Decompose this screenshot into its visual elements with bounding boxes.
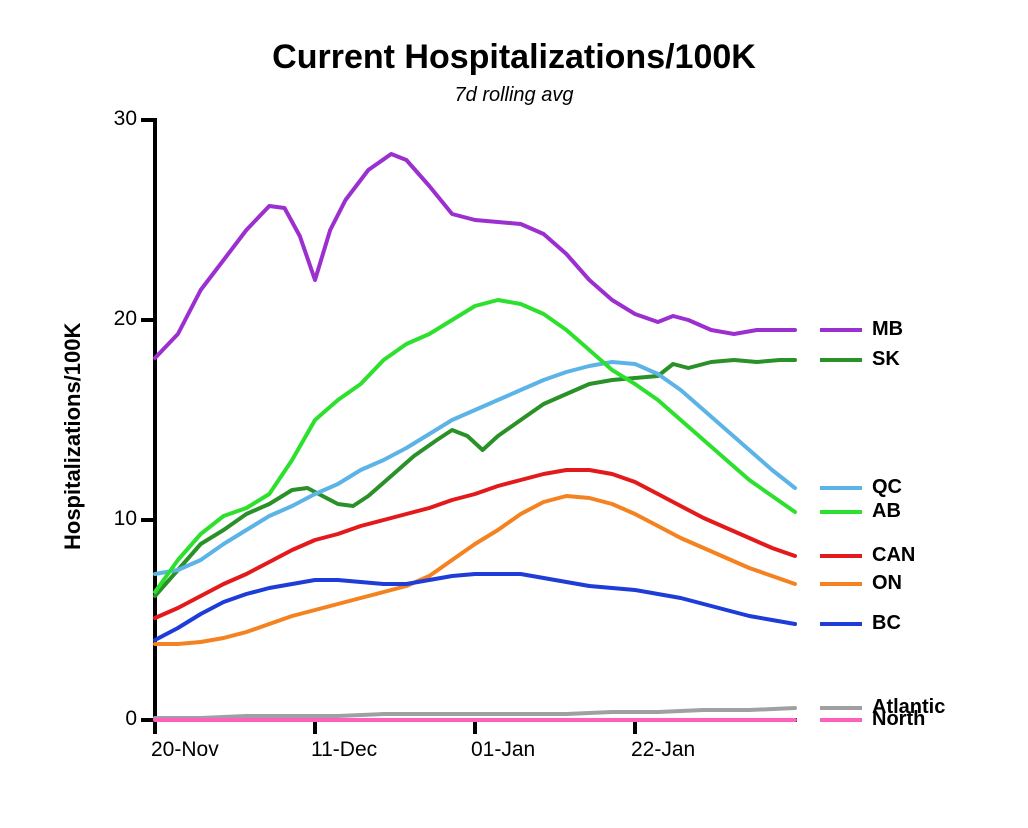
legend-line-icon bbox=[820, 358, 862, 362]
legend-label: MB bbox=[872, 318, 903, 341]
x-tick-label: 11-Dec bbox=[311, 738, 377, 762]
legend-line-icon bbox=[820, 554, 862, 558]
x-tick-label: 22-Jan bbox=[631, 738, 695, 762]
y-tick-label: 20 bbox=[114, 307, 137, 331]
legend-label: SK bbox=[872, 348, 900, 371]
legend-label: BC bbox=[872, 612, 901, 635]
series-line-mb bbox=[155, 154, 795, 358]
y-tick-label: 0 bbox=[125, 707, 137, 731]
legend-item-bc: BC bbox=[820, 612, 901, 635]
legend-line-icon bbox=[820, 486, 862, 490]
legend-line-icon bbox=[820, 718, 862, 722]
legend-label: North bbox=[872, 708, 925, 731]
x-tick-label: 20-Nov bbox=[151, 738, 219, 762]
legend-label: ON bbox=[872, 572, 902, 595]
y-tick-label: 30 bbox=[114, 107, 137, 131]
series-line-ab bbox=[155, 300, 795, 592]
chart-container: Current Hospitalizations/100K 7d rolling… bbox=[0, 0, 1028, 828]
legend-item-on: ON bbox=[820, 572, 902, 595]
legend-item-ab: AB bbox=[820, 500, 901, 523]
legend-line-icon bbox=[820, 622, 862, 626]
legend-label: AB bbox=[872, 500, 901, 523]
legend-label: CAN bbox=[872, 544, 915, 567]
y-tick-label: 10 bbox=[114, 507, 137, 531]
series-line-atlantic bbox=[155, 708, 795, 718]
legend-label: QC bbox=[872, 476, 902, 499]
legend-line-icon bbox=[820, 510, 862, 514]
legend-item-qc: QC bbox=[820, 476, 902, 499]
legend-item-sk: SK bbox=[820, 348, 900, 371]
x-tick-label: 01-Jan bbox=[471, 738, 535, 762]
legend-item-north: North bbox=[820, 708, 925, 731]
legend-line-icon bbox=[820, 582, 862, 586]
legend-item-mb: MB bbox=[820, 318, 903, 341]
series-line-sk bbox=[155, 360, 795, 596]
legend-item-can: CAN bbox=[820, 544, 915, 567]
legend-line-icon bbox=[820, 328, 862, 332]
